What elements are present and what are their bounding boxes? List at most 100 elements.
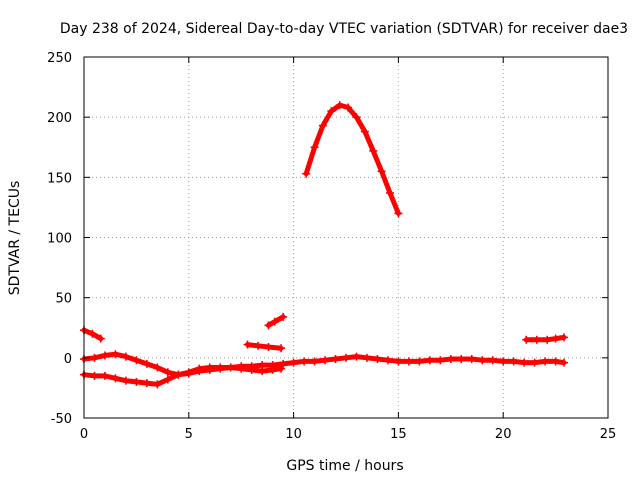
data-point — [488, 356, 497, 365]
x-tick-label: 10 — [285, 427, 302, 442]
data-point — [88, 329, 97, 338]
data-point — [132, 356, 141, 365]
data-point — [243, 340, 252, 349]
data-point — [100, 371, 109, 380]
data-point — [383, 356, 392, 365]
data-point — [559, 358, 568, 367]
data-point — [184, 368, 193, 377]
data-point — [425, 356, 434, 365]
data-point — [457, 355, 466, 364]
data-point — [541, 357, 550, 366]
data-point — [352, 113, 361, 122]
data-point — [277, 364, 286, 373]
x-tick-label: 20 — [495, 427, 512, 442]
x-tick-label: 5 — [185, 427, 193, 442]
data-point — [467, 355, 476, 364]
data-point — [300, 357, 309, 366]
data-point — [362, 353, 371, 362]
data-point — [205, 363, 214, 372]
data-series — [80, 101, 568, 389]
data-point — [404, 357, 413, 366]
data-point — [268, 365, 277, 374]
data-point — [96, 334, 105, 343]
data-point — [163, 375, 172, 384]
chart-title: Day 238 of 2024, Sidereal Day-to-day VTE… — [60, 21, 628, 37]
data-point — [226, 363, 235, 372]
data-point — [436, 356, 445, 365]
data-point — [289, 358, 298, 367]
data-point — [258, 367, 267, 376]
data-point — [352, 352, 361, 361]
data-point — [163, 368, 172, 377]
x-tick-label: 15 — [390, 427, 407, 442]
y-tick-label: 200 — [47, 111, 72, 126]
series-right-segment — [522, 333, 568, 344]
data-point — [478, 356, 487, 365]
series-mid-segment — [243, 340, 286, 353]
data-point — [559, 333, 568, 342]
data-point — [264, 343, 273, 352]
data-point — [551, 357, 560, 366]
data-point — [111, 374, 120, 383]
data-point — [446, 355, 455, 364]
data-point — [277, 344, 286, 353]
data-point — [302, 169, 311, 178]
data-point — [331, 355, 340, 364]
y-tick-label: -50 — [51, 412, 72, 427]
y-tick-label: 250 — [47, 51, 72, 66]
data-point — [174, 370, 183, 379]
data-point — [394, 357, 403, 366]
data-point — [499, 357, 508, 366]
data-point — [153, 380, 162, 389]
x-axis-label: GPS time / hours — [286, 458, 403, 474]
data-point — [142, 379, 151, 388]
data-point — [543, 335, 552, 344]
y-tick-label: 50 — [55, 292, 72, 307]
data-point — [90, 371, 99, 380]
data-point — [551, 334, 560, 343]
data-point — [237, 364, 246, 373]
data-point — [310, 143, 319, 152]
series-midday-arc — [302, 101, 403, 218]
data-point — [247, 365, 256, 374]
data-point — [121, 376, 130, 385]
data-point — [111, 350, 120, 359]
data-point — [327, 107, 336, 116]
grid-lines — [84, 57, 608, 418]
data-point — [318, 121, 327, 130]
data-point — [386, 188, 395, 197]
data-point — [100, 351, 109, 360]
data-point — [264, 321, 273, 330]
data-point — [253, 341, 262, 350]
y-tick-label: 0 — [64, 352, 72, 367]
data-point — [377, 167, 386, 176]
data-point — [520, 358, 529, 367]
axis-ticks: 0 5 10 15 20 25 -50 0 50 100 150 200 250 — [47, 51, 616, 442]
series-line — [245, 342, 284, 351]
data-point — [216, 363, 225, 372]
data-point — [90, 353, 99, 362]
data-point — [415, 357, 424, 366]
x-tick-label: 25 — [600, 427, 617, 442]
data-point — [369, 146, 378, 155]
series-line — [303, 102, 401, 216]
data-point — [394, 209, 403, 218]
data-point — [195, 364, 204, 373]
data-point — [360, 127, 369, 136]
data-point — [310, 357, 319, 366]
data-point — [342, 353, 350, 362]
data-point — [142, 359, 151, 368]
series-rising-segment — [264, 312, 288, 330]
data-point — [321, 356, 330, 365]
data-point — [373, 355, 382, 364]
data-point — [279, 312, 288, 321]
x-tick-label: 0 — [80, 427, 88, 442]
data-point — [121, 352, 130, 361]
data-point — [132, 377, 141, 386]
data-point — [522, 335, 531, 344]
data-point — [279, 359, 288, 368]
data-point — [532, 335, 541, 344]
data-point — [530, 358, 539, 367]
